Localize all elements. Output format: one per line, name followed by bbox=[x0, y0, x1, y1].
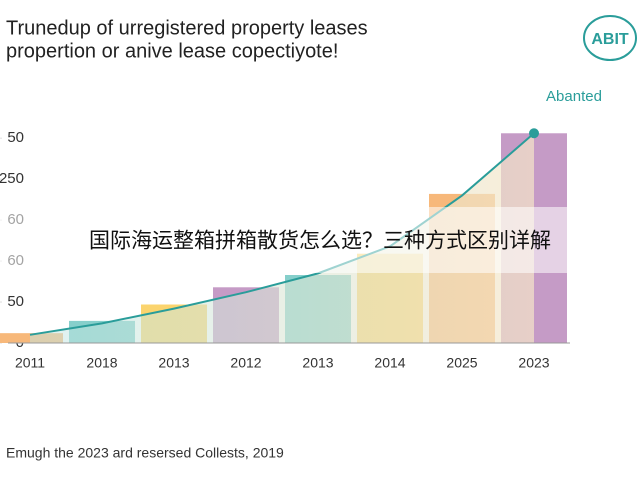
y-tick-label: 50 bbox=[7, 293, 24, 310]
footnote: Emugh the 2023 ard resersed Collests, 20… bbox=[6, 445, 284, 461]
y-tick-label: 50 bbox=[7, 129, 24, 146]
x-tick-label: 2013 bbox=[302, 355, 333, 371]
title-line: Trunedup of urregistered property leases bbox=[6, 17, 368, 39]
title-line: propertion or anive lease copectiyote! bbox=[6, 40, 338, 62]
line-area bbox=[30, 133, 534, 343]
x-tick-label: 2013 bbox=[158, 355, 189, 371]
x-tick-label: 2018 bbox=[86, 355, 117, 371]
overlay-text: 国际海运整箱拼箱散货怎么选？三种方式区别详解 bbox=[89, 230, 551, 253]
x-tick-label: 2023 bbox=[518, 355, 549, 371]
plot: 0506060250502011201820132012201320142025… bbox=[0, 128, 570, 371]
x-tick-label: 2012 bbox=[230, 355, 261, 371]
annotation: Abanted bbox=[546, 88, 602, 105]
overlay-band bbox=[0, 207, 640, 273]
line-end-dot bbox=[529, 128, 539, 139]
x-tick-label: 2014 bbox=[374, 355, 405, 371]
x-tick-label: 2011 bbox=[15, 355, 45, 371]
x-tick-label: 2025 bbox=[446, 355, 477, 371]
logo: ABIT bbox=[591, 31, 629, 48]
line bbox=[29, 132, 535, 336]
y-tick-label: 250 bbox=[0, 170, 24, 187]
logo-ring bbox=[583, 15, 637, 61]
